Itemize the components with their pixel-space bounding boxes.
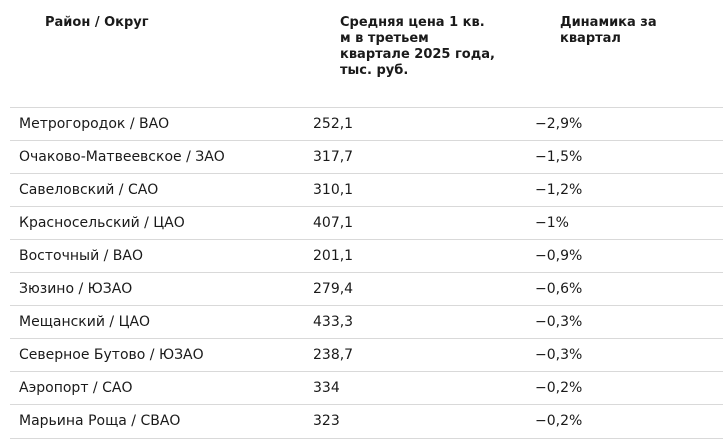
table-cell: 334 [313,380,340,396]
table-cell: Северное Бутово / ЮЗАО [19,347,204,363]
table-cell: 238,7 [313,347,354,363]
table-cell: −0,3% [535,347,583,363]
table-cell: 407,1 [313,215,354,231]
table-cell: Очаково-Матвеевское / ЗАО [19,149,225,165]
table-cell: −1,2% [535,182,583,198]
table-cell: −0,6% [535,281,583,297]
table-row: Савеловский / САО 310,1 −1,2% [10,173,723,207]
table-row: Северное Бутово / ЮЗАО 238,7 −0,3% [10,338,723,372]
table-row: Красносельский / ЦАО 407,1 −1% [10,206,723,240]
table-cell: −0,2% [535,380,583,396]
table-cell: Зюзино / ЮЗАО [19,281,133,297]
table-cell: Красносельский / ЦАО [19,215,185,231]
table-cell: Метрогородок / ВАО [19,116,170,132]
table-cell: −1,5% [535,149,583,165]
table-cell: Марьина Роща / СВАО [19,413,181,429]
table-cell: 323 [313,413,340,429]
table-row: Восточный / ВАО 201,1 −0,9% [10,239,723,273]
table-row: Зюзино / ЮЗАО 279,4 −0,6% [10,272,723,306]
table-cell: −1% [535,215,569,231]
table-cell: Мещанский / ЦАО [19,314,151,330]
table-cell: −0,2% [535,413,583,429]
table-cell: 310,1 [313,182,354,198]
table-cell: 433,3 [313,314,354,330]
table-cell: −2,9% [535,116,583,132]
table-cell: Савеловский / САО [19,182,159,198]
header-cell: Район / Округ [45,15,149,30]
table-cell: 317,7 [313,149,354,165]
header-cell: Средняя цена 1 кв. м в третьем квартале … [340,15,495,78]
table-cell: −0,3% [535,314,583,330]
table-row: Метрогородок / ВАО 252,1 −2,9% [10,107,723,141]
table-cell: 279,4 [313,281,354,297]
table-cell: 252,1 [313,116,354,132]
table-row: Очаково-Матвеевское / ЗАО 317,7 −1,5% [10,140,723,174]
table-cell: Восточный / ВАО [19,248,143,264]
header-cell: Динамика за квартал [560,15,657,46]
table-row: Аэропорт / САО 334 −0,2% [10,371,723,405]
table-cell: Аэропорт / САО [19,380,133,396]
table-row: Мещанский / ЦАО 433,3 −0,3% [10,305,723,339]
table-row: Марьина Роща / СВАО 323 −0,2% [10,404,723,439]
table-cell: 201,1 [313,248,354,264]
table-cell: −0,9% [535,248,583,264]
